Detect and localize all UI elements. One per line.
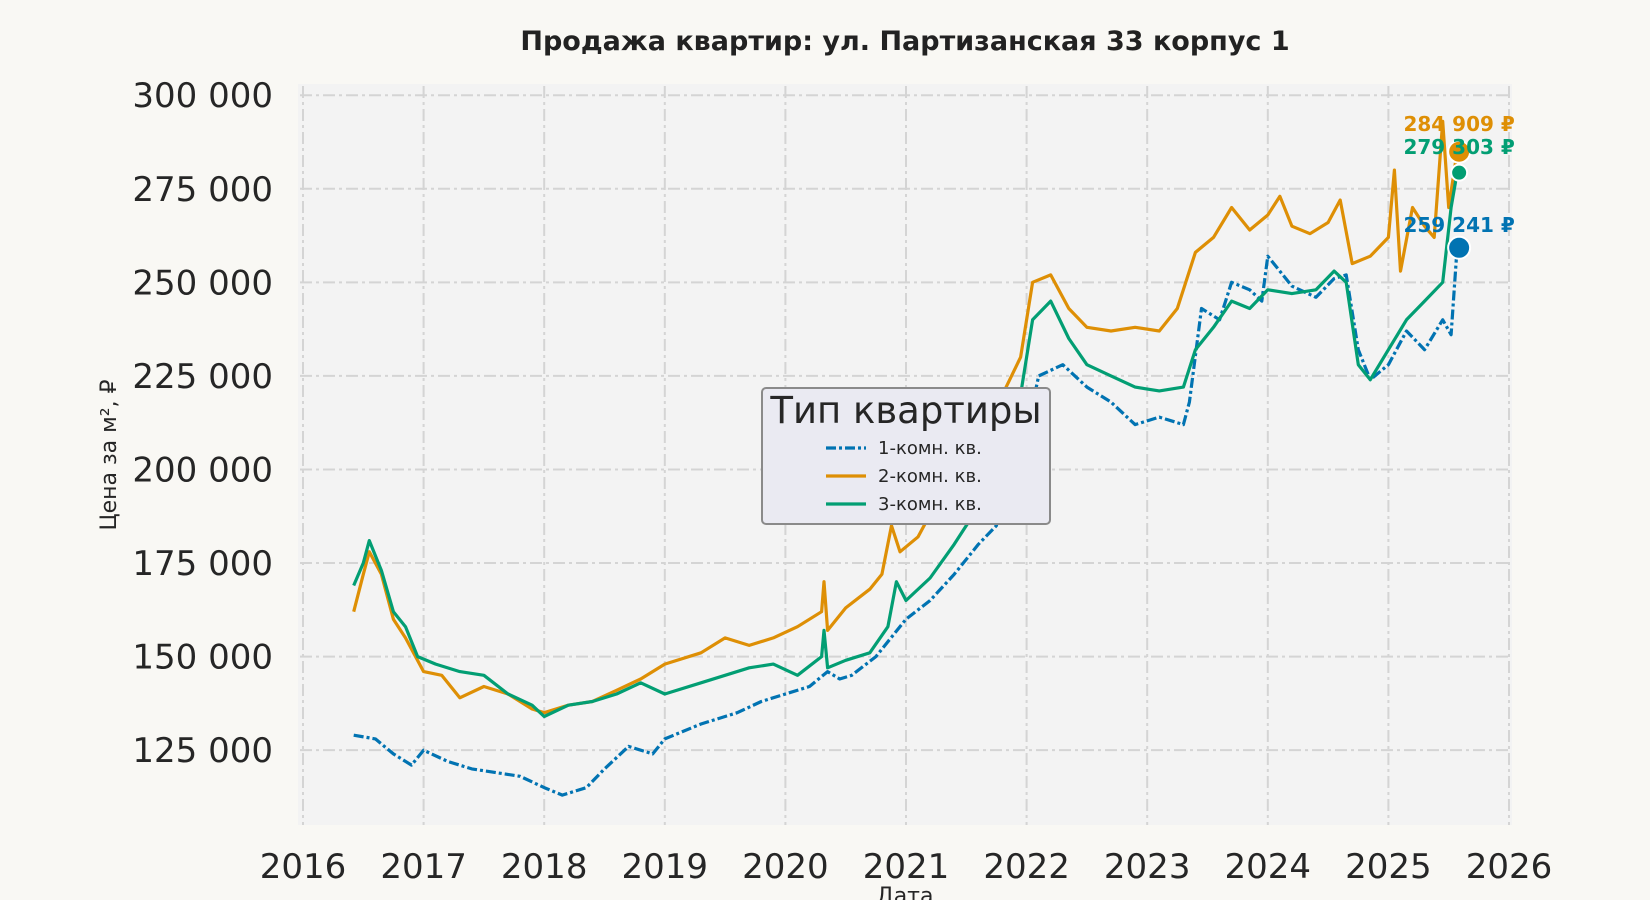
end-markers: 259 241 ₽ 284 909 ₽279 303 ₽: [1403, 112, 1515, 260]
x-tick-label: 2026: [1466, 847, 1553, 887]
legend-box: [761, 387, 1051, 525]
series-1-legend-label: 1-комн. кв.: [878, 438, 982, 459]
x-tick-label: 2019: [622, 847, 709, 887]
x-tick-label: 2023: [1104, 847, 1191, 887]
x-tick-label: 2018: [501, 847, 588, 887]
y-tick-labels: 125 000 150 000 175 000 200 000 225 000 250 0…: [132, 76, 273, 771]
y-tick-label: 250 000: [132, 263, 273, 303]
x-tick-labels: 2016 2017 2018 2019 2020 2021 2022 2023 2024 2025…: [260, 847, 1553, 887]
x-tick-label: 2020: [742, 847, 829, 887]
y-tick-label: 300 000: [132, 76, 273, 116]
series-2-end-label: 284 909 ₽: [1403, 112, 1514, 136]
series-3-end-label: 279 303 ₽: [1403, 135, 1514, 159]
x-tick-label: 2016: [260, 847, 347, 887]
x-axis-label: Дата: [877, 884, 934, 900]
x-tick-label: 2024: [1225, 847, 1312, 887]
series-3-legend-label: 3-комн. кв.: [878, 494, 982, 515]
y-tick-label: 125 000: [132, 731, 273, 771]
series-1-end-label: 259 241 ₽: [1403, 213, 1514, 237]
y-axis-label: Цена за м², ₽: [97, 379, 122, 530]
legend-title: Тип квартиры: [769, 389, 1041, 432]
legend: Тип квартиры 1-комн. кв. 2-комн. кв. 3-ком…: [761, 387, 1051, 525]
y-tick-label: 275 000: [132, 170, 273, 210]
y-tick-label: 200 000: [132, 450, 273, 490]
series-2-end-marker: [1447, 139, 1472, 164]
x-tick-label: 2022: [983, 847, 1070, 887]
x-tick-label: 2021: [863, 847, 950, 887]
series-1-line: [353, 247, 1459, 797]
y-tick-label: 175 000: [132, 544, 273, 584]
legend-items: 1-комн. кв. 2-комн. кв. 3-комн. кв.: [826, 438, 982, 515]
series-2-legend-label: 2-комн. кв.: [878, 466, 982, 487]
y-tick-label: 150 000: [132, 638, 273, 678]
x-tick-label: 2017: [380, 847, 467, 887]
x-tick-label: 2025: [1345, 847, 1432, 887]
y-tick-label: 225 000: [132, 357, 273, 397]
series-3-line: [352, 172, 1459, 719]
series-3-end-marker: [1450, 163, 1469, 182]
chart-title: Продажа квартир: ул. Партизанская 33 кор…: [520, 26, 1289, 57]
series-1-end-marker: [1447, 235, 1472, 260]
